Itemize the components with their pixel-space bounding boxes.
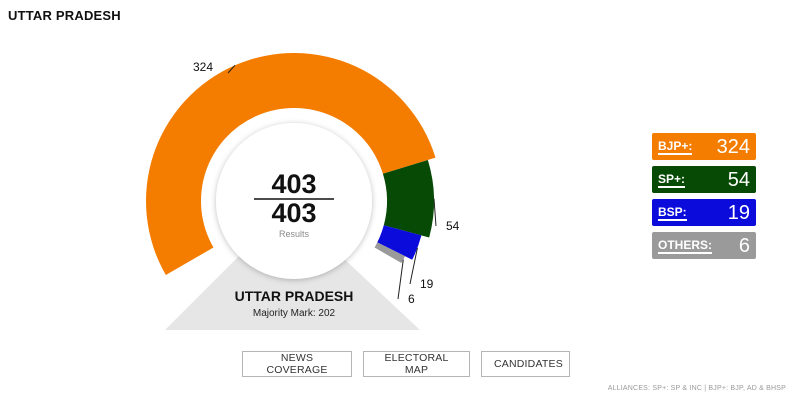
legend-value-bjp: 324 xyxy=(716,135,750,158)
state-label: UTTAR PRADESH xyxy=(235,288,354,304)
legend-label-bjp: BJP+: xyxy=(658,138,693,155)
state-label-panel xyxy=(165,255,420,330)
arc-sp[interactable] xyxy=(382,159,435,238)
arc-others[interactable] xyxy=(374,242,406,263)
value-label-sp: 54 xyxy=(446,219,460,233)
action-buttons: NEWS COVERAGE ELECTORAL MAP CANDIDATES xyxy=(242,351,570,377)
leader-line-bsp xyxy=(409,247,418,285)
legend-item-sp[interactable]: SP+: 54 xyxy=(652,166,756,193)
value-label-bjp: 324 xyxy=(193,60,213,74)
center-circle xyxy=(216,123,372,279)
page-title: UTTAR PRADESH xyxy=(8,8,121,23)
news-coverage-button[interactable]: NEWS COVERAGE xyxy=(242,351,352,377)
leader-line-others xyxy=(397,259,404,300)
gauge-value-labels: 324 54 19 6 xyxy=(193,60,460,306)
leader-line-bjp xyxy=(227,64,236,74)
legend-item-others[interactable]: OTHERS: 6 xyxy=(652,232,756,259)
legend-value-others: 6 xyxy=(738,234,750,257)
legend-item-bjp[interactable]: BJP+: 324 xyxy=(652,133,756,160)
gauge-arcs xyxy=(146,53,436,275)
center-count-total: 403 xyxy=(271,198,316,228)
arc-bjp[interactable] xyxy=(146,53,436,275)
electoral-map-button[interactable]: ELECTORAL MAP xyxy=(363,351,470,377)
value-label-others: 6 xyxy=(408,292,415,306)
leader-line-sp xyxy=(433,198,437,227)
legend-label-sp: SP+: xyxy=(658,171,686,188)
majority-mark-label: Majority Mark: 202 xyxy=(253,308,336,319)
legend-value-sp: 54 xyxy=(727,168,750,191)
gauge-leader-lines xyxy=(227,64,437,300)
value-label-bsp: 19 xyxy=(420,277,434,291)
center-results-label: Results xyxy=(279,229,310,239)
arc-bsp[interactable] xyxy=(377,225,422,260)
legend-item-bsp[interactable]: BSP: 19 xyxy=(652,199,756,226)
legend-label-bsp: BSP: xyxy=(658,204,687,221)
center-count-declared: 403 xyxy=(271,169,316,199)
alliances-note: ALLIANCES: SP+: SP & INC | BJP+: BJP, AD… xyxy=(607,385,786,392)
party-legend: BJP+: 324 SP+: 54 BSP: 19 OTHERS: 6 xyxy=(652,133,756,265)
legend-label-others: OTHERS: xyxy=(658,237,712,254)
legend-value-bsp: 19 xyxy=(727,201,750,224)
candidates-button[interactable]: CANDIDATES xyxy=(481,351,570,377)
